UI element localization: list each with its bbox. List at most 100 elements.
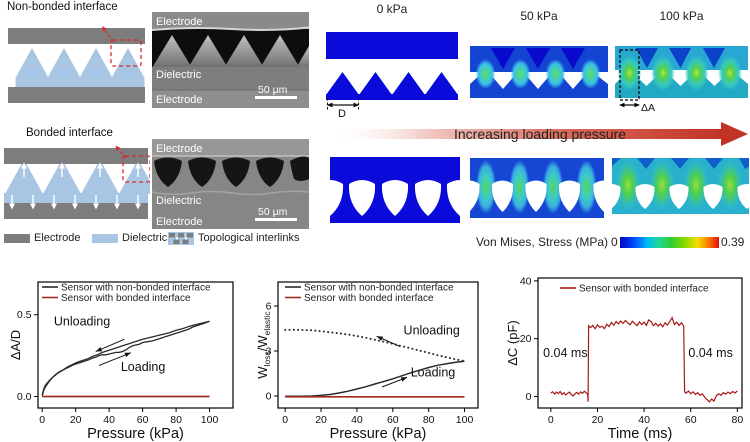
colorbar-max: 0.39 [721,235,745,249]
colorbar-gradient [620,237,719,248]
legend-swatch-dielectric [92,234,118,243]
legend-swatch-electrode [4,234,30,243]
bottom-electrode-bar [8,87,145,103]
x-tick-label: 60 [387,414,399,426]
plot-frame [37,281,234,409]
annotation: Unloading [404,324,460,338]
annotation: 0.04 ms [688,346,732,360]
legend-label: Sensor with non-bonded interface [304,283,454,294]
dielectric-base [15,77,145,87]
series-non-bonded-loading [285,360,465,398]
sem-scalebar [255,96,297,99]
pressure-label-0kpa: 0 kPa [376,2,408,16]
sem-image-bonded: Electrode Dielectric Electrode 50 μm [152,139,309,229]
highlight-dashed-box [122,155,150,183]
x-tick-label: 20 [70,414,82,426]
plot-frame [277,281,479,409]
chart-area-ratio-vs-pressure: 0 20 40 60 80 100 0.0 0.5 Pressure (kPa) ΔA/D Sens… [8,281,234,442]
leader-arrow [117,148,127,159]
legend-label-electrode: Electrode [34,232,81,244]
x-tick-label: 0 [282,414,288,426]
x-tick-label: 80 [170,414,182,426]
x-tick-label: 80 [423,414,435,426]
nonbonded-schematic [8,26,145,103]
series-bonded-response [550,316,738,403]
dielectric-base [4,193,148,203]
y-axis-label: ΔC (pF) [505,320,520,366]
x-axis-label: Time (ms) [608,426,673,442]
fem-bonded-100kpa [612,158,749,214]
x-tick-label: 40 [351,414,363,426]
fem-bonded-0kpa [330,157,460,223]
sem-voids [154,156,309,187]
fem-nonbonded-100kpa: ΔA [615,46,748,114]
annotation: Loading [121,360,166,374]
legend-label: Sensor with bonded interface [579,284,709,295]
x-tick-label: 100 [201,414,219,426]
top-electrode-bar [8,28,145,44]
y-tick-label: 0.5 [17,309,32,321]
top-electrode-bar [4,148,148,164]
highlight-dashed-box [110,39,142,67]
y-axis-label: Wloss/Welastic [255,311,272,379]
x-tick-label: 40 [638,414,650,426]
y-tick-label: 20 [520,333,532,345]
y-tick-label: 0.0 [17,391,32,403]
y-tick-label: 0 [266,391,272,403]
bottom-electrode-bar [4,203,148,219]
x-tick-label: 60 [137,414,149,426]
sem-scalebar [255,218,297,221]
legend-label: Sensor with bonded interface [304,293,434,304]
legend-label: Sensor with bonded interface [61,293,191,304]
bond-arrows-down [11,195,139,205]
x-tick-label: 0 [39,414,45,426]
d-dimension-label: D [338,108,346,119]
leader-arrow [104,29,114,43]
y-axis-label: ΔA/D [8,330,23,360]
bond-arrows-up [23,167,139,177]
annotation: 0.04 ms [543,346,587,360]
y-tick-label: 6 [266,301,272,313]
fem-nonbonded-50kpa [470,46,608,98]
sem-scalebar-label: 50 μm [258,84,288,96]
bonded-schematic [4,145,150,219]
x-tick-label: 20 [592,414,604,426]
fem-bonded-50kpa [470,158,604,218]
x-tick-label: 80 [731,414,743,426]
colorbar-title: Von Mises, Stress (MPa) [475,235,608,249]
plot-frame [537,277,743,409]
voids [612,184,749,209]
x-tick-label: 60 [685,414,697,426]
voids [470,180,604,212]
annotation: Loading [411,366,456,380]
voids [330,180,460,216]
sem-label-dielectric: Dielectric [156,195,202,207]
sem-label-electrode-bottom: Electrode [156,94,202,106]
series-non-bonded-unloading [284,328,466,363]
nonbonded-title: Non-bonded interface [7,1,118,13]
d-dimension-marker [327,98,359,111]
sem-label-electrode-top: Electrode [156,16,202,28]
colorbar-min: 0 [611,235,618,249]
delta-a-dashed-box [619,49,640,101]
x-tick-label: 100 [456,414,474,426]
legend-label: Sensor with non-bonded interface [61,283,211,294]
loading-pressure-arrow: Increasing loading pressure [333,122,748,146]
legend-label-interlinks: Topological interlinks [198,232,300,244]
legend-swatch-interlinks [168,232,194,245]
fem-nonbonded-0kpa: D [326,32,458,119]
arrow-label: Increasing loading pressure [454,126,626,142]
y-tick-label: 3 [266,346,272,358]
x-axis-label: Pressure (kPa) [330,426,427,442]
sem-label-electrode-top: Electrode [156,143,202,155]
y-tick-label: 0 [526,391,532,403]
y-tick-label: 40 [520,275,532,287]
pressure-label-50kpa: 50 kPa [520,9,558,23]
series-non-bonded-loading [41,320,210,396]
bonded-title: Bonded interface [26,127,113,139]
x-axis-label: Pressure (kPa) [87,426,184,442]
chart-energy-ratio-vs-pressure: 0 20 40 60 80 100 0 3 6 Pressure (kPa) Wloss/Welas… [255,281,479,442]
annotation: Unloading [54,314,110,328]
